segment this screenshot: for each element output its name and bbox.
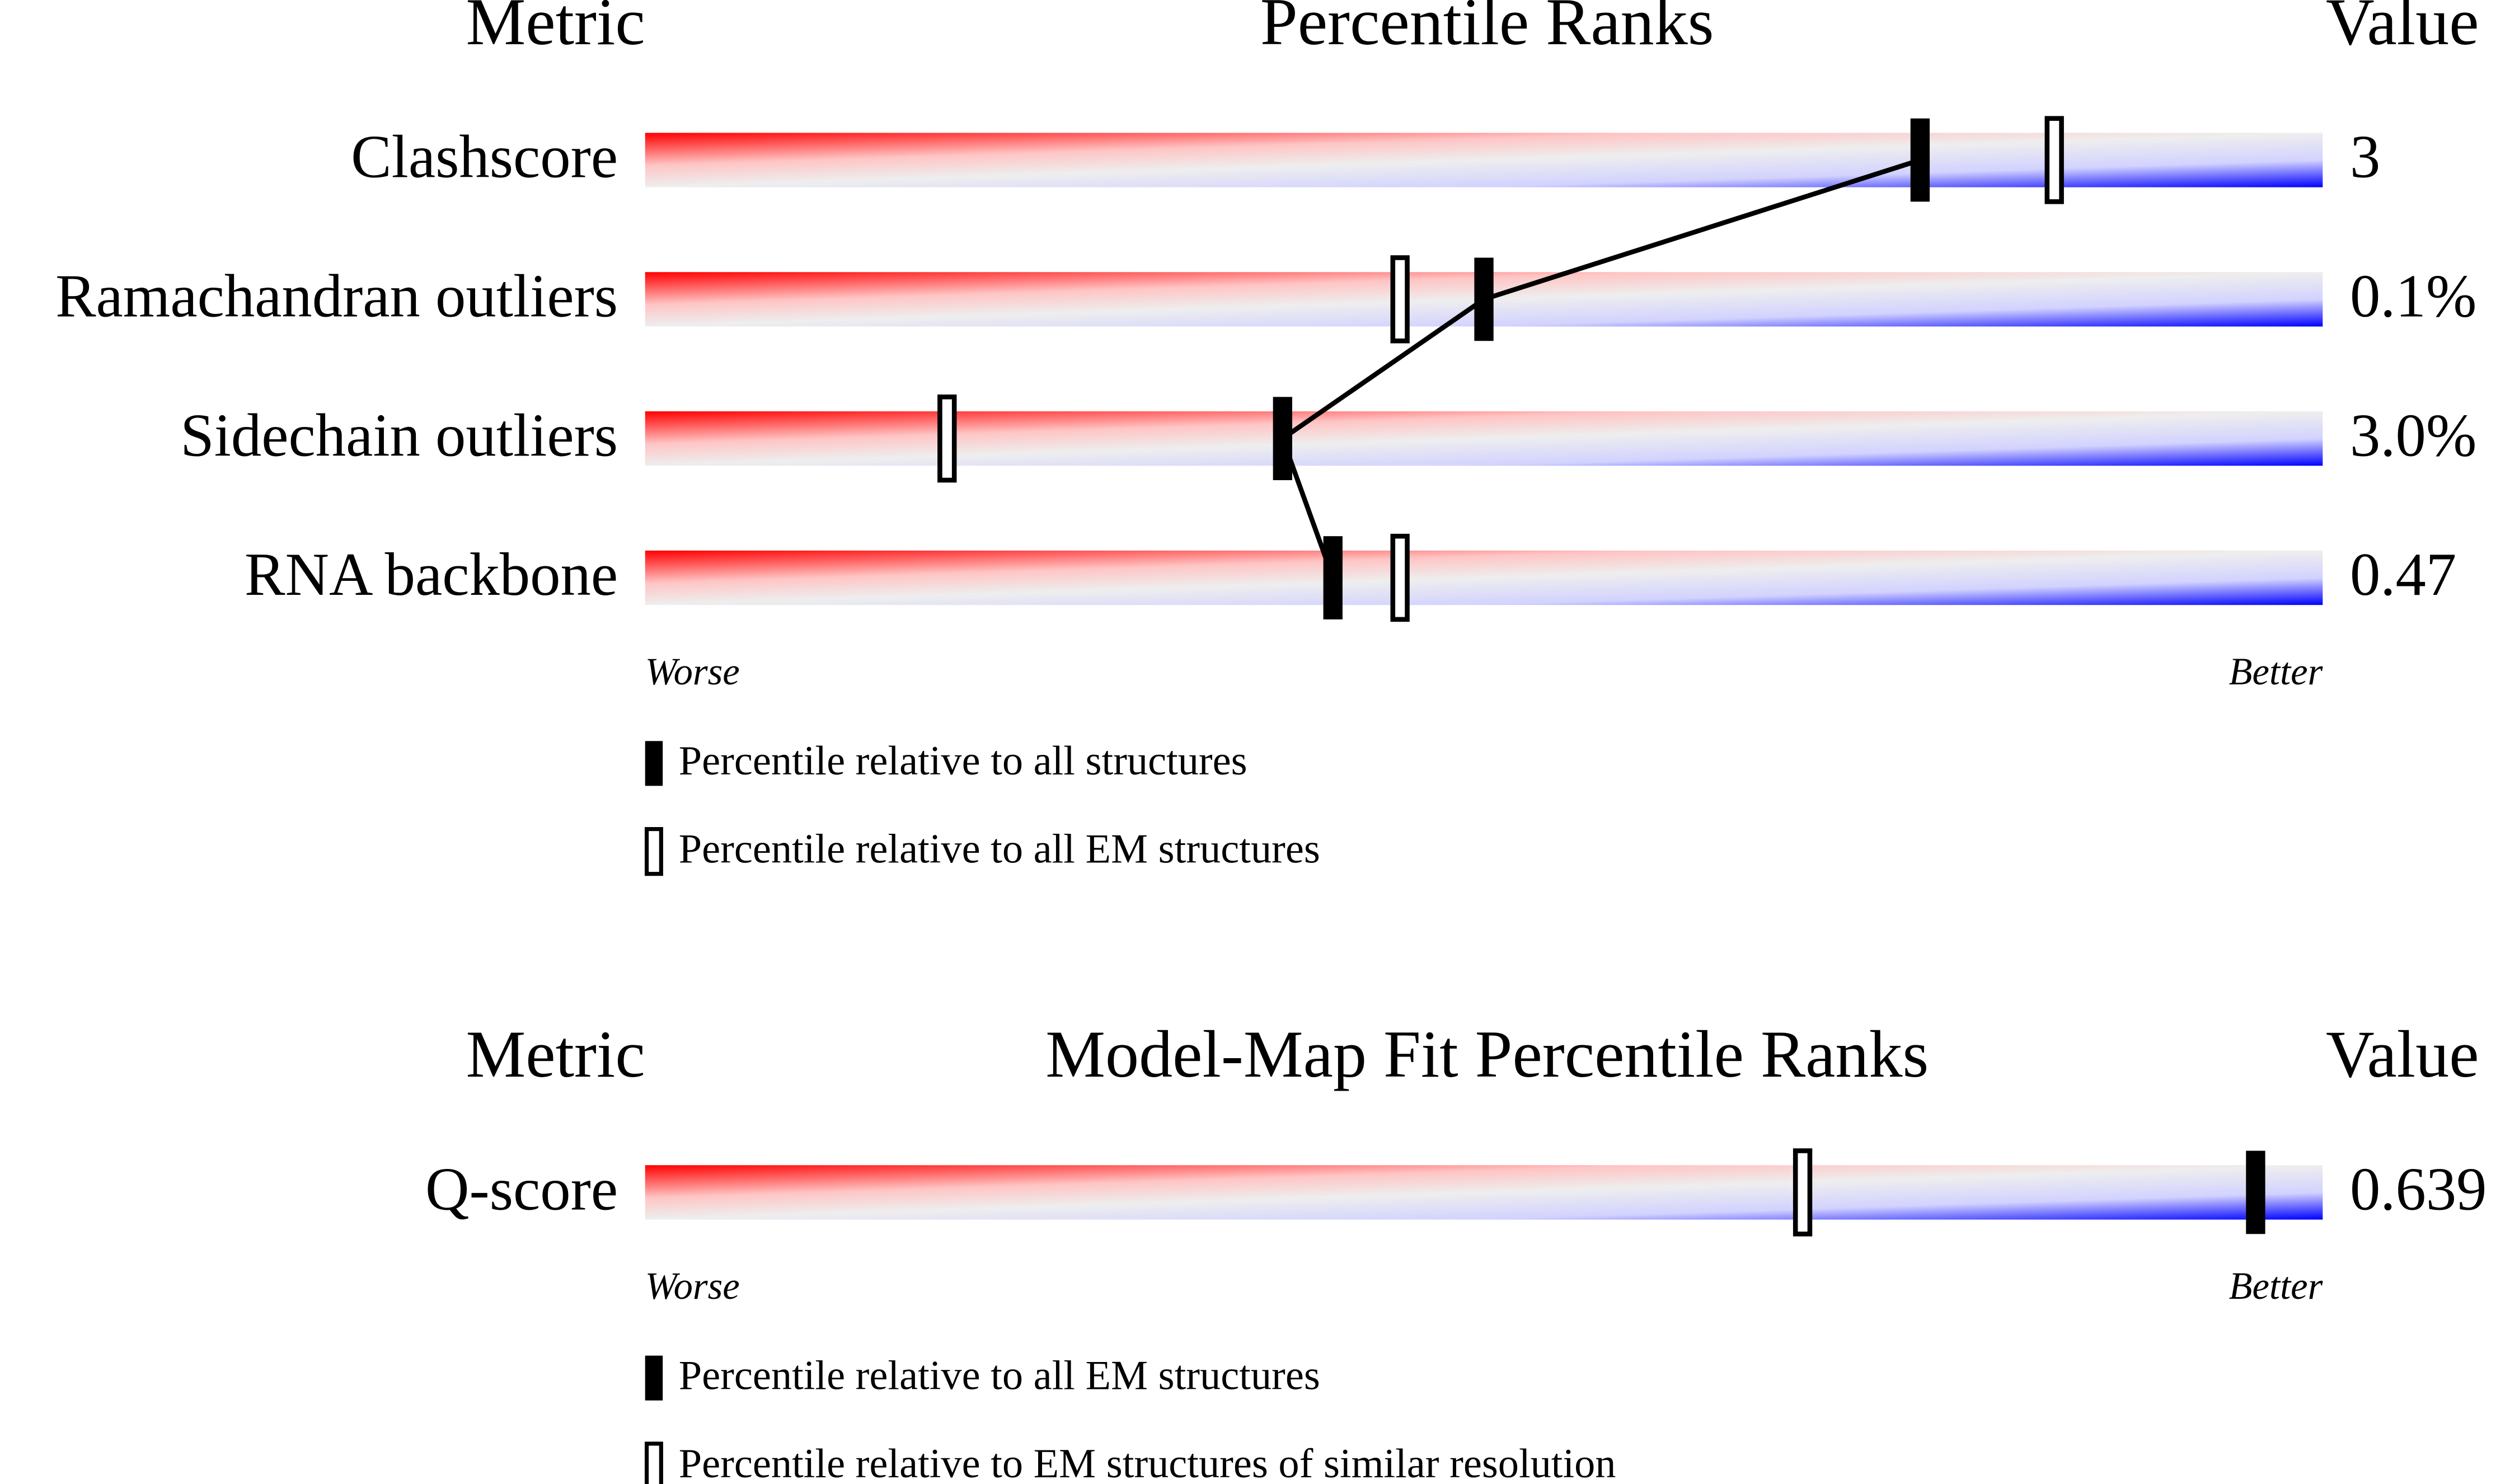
filled-marker bbox=[2246, 1150, 2265, 1234]
metric-label: Ramachandran outliers bbox=[55, 262, 618, 330]
filled-marker bbox=[1474, 257, 1494, 341]
metric-value: 0.639 bbox=[2350, 1156, 2487, 1223]
gradient-bar bbox=[645, 411, 2323, 466]
metric-header: Metric bbox=[466, 0, 645, 59]
hollow-marker bbox=[2044, 116, 2064, 204]
legend-swatch bbox=[645, 741, 663, 786]
value-header: Value bbox=[2326, 0, 2479, 59]
metric-value: 0.47 bbox=[2350, 541, 2456, 608]
legend-label: Percentile relative to all EM structures bbox=[679, 826, 1320, 872]
legend-swatch bbox=[644, 1441, 663, 1484]
legend-label: Percentile relative to all EM structures bbox=[679, 1353, 1320, 1399]
metric-value: 3.0% bbox=[2350, 401, 2476, 469]
metric-label: Clashscore bbox=[351, 123, 618, 191]
worse-label: Worse bbox=[645, 1265, 740, 1307]
legend-swatch bbox=[645, 1355, 663, 1401]
legend-swatch bbox=[644, 827, 663, 876]
metric-value: 3 bbox=[2350, 123, 2380, 191]
chart-title: Model-Map Fit Percentile Ranks bbox=[1045, 1017, 1929, 1091]
better-label: Better bbox=[2229, 1265, 2323, 1307]
gradient-bar bbox=[645, 550, 2323, 605]
gradient-bar bbox=[645, 1165, 2323, 1220]
metric-label: Sidechain outliers bbox=[180, 401, 618, 469]
hollow-marker bbox=[1793, 1148, 1813, 1237]
metric-label: Q-score bbox=[425, 1156, 618, 1223]
filled-marker bbox=[1910, 118, 1930, 202]
metric-value: 0.1% bbox=[2350, 262, 2476, 330]
chart-title: Percentile Ranks bbox=[1260, 0, 1714, 59]
filled-marker bbox=[1273, 397, 1292, 481]
legend-label: Percentile relative to EM structures of … bbox=[679, 1441, 1616, 1484]
metric-label: RNA backbone bbox=[245, 541, 618, 608]
legend-label: Percentile relative to all structures bbox=[679, 738, 1247, 784]
value-header: Value bbox=[2326, 1017, 2479, 1091]
hollow-marker bbox=[1390, 533, 1410, 622]
hollow-marker bbox=[937, 395, 957, 483]
worse-label: Worse bbox=[645, 650, 740, 693]
connector-line bbox=[1279, 157, 1921, 579]
filled-marker bbox=[1323, 536, 1343, 619]
metric-header: Metric bbox=[466, 1017, 645, 1091]
hollow-marker bbox=[1390, 255, 1410, 344]
better-label: Better bbox=[2229, 650, 2323, 693]
gradient-bar bbox=[645, 133, 2323, 187]
